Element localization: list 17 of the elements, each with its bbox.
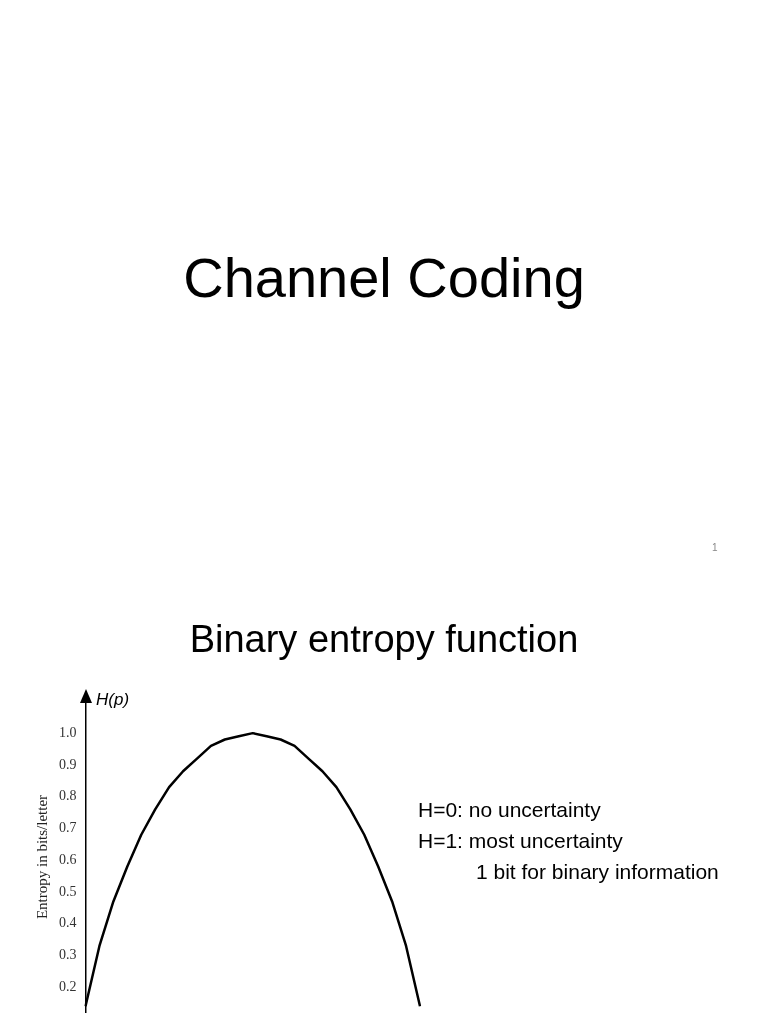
y-tick-label: 0.2 — [59, 978, 77, 994]
chart-title: Binary entropy function — [188, 618, 580, 661]
annotation: H=1: most uncertainty — [418, 829, 623, 853]
text: Channel Coding — [182, 245, 586, 310]
annotation: H=0: no uncertainty — [418, 798, 601, 822]
y-tick-label: 0.7 — [59, 820, 77, 836]
text: 1 — [712, 542, 718, 553]
y-tick-label: 0.6 — [59, 851, 77, 867]
y-tick-label: 1.0 — [59, 724, 77, 740]
y-tick-label: 0.3 — [59, 947, 77, 963]
text: 1 bit for binary information — [476, 860, 719, 884]
y-tick-label: 0.5 — [59, 883, 77, 899]
y-axis-title: Entropy in bits/letter — [33, 794, 50, 920]
y-tick-label: 0.4 — [59, 915, 77, 931]
y-tick-label: 0.9 — [59, 756, 77, 772]
y-tick-label: 0.8 — [59, 788, 77, 804]
annotation: H(p) — [96, 690, 130, 710]
